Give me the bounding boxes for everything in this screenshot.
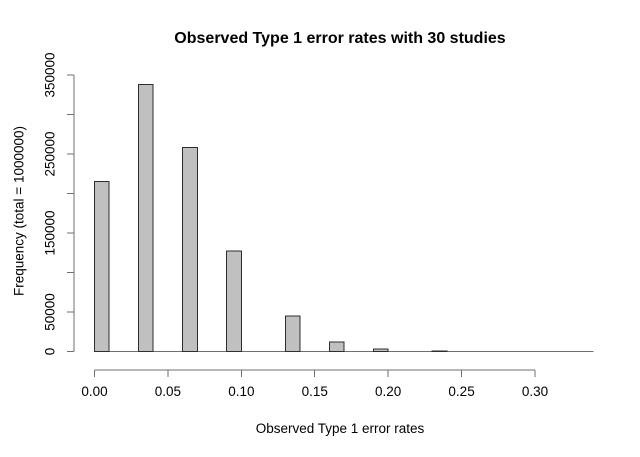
x-tick-label: 0.10 [228,384,254,399]
x-tick-label: 0.20 [375,384,401,399]
histogram-bar [284,315,301,353]
y-tick-label: 150000 [42,210,57,255]
x-tick-label: 0.05 [155,384,181,399]
histogram-bar [94,181,110,352]
histogram-bar [226,250,242,352]
y-axis-label: Frequency (total = 1000000) [11,126,27,296]
x-tick-label: 0.00 [81,384,107,399]
x-tick-label: 0.25 [448,384,474,399]
y-tick-label: 250000 [42,131,57,176]
y-tick-label: 0 [42,348,57,356]
histogram-bar [328,341,345,352]
histogram-bar [138,83,154,352]
histogram-bar [431,350,448,353]
histogram-bar [372,348,389,353]
chart-title: Observed Type 1 error rates with 30 stud… [174,30,506,47]
x-axis-label: Observed Type 1 error rates [255,421,425,436]
x-tick-label: 0.30 [522,384,548,399]
y-tick-label: 350000 [42,52,57,97]
y-tick-label: 50000 [42,293,57,331]
x-tick-label: 0.15 [302,384,328,399]
histogram-bar [182,147,198,352]
